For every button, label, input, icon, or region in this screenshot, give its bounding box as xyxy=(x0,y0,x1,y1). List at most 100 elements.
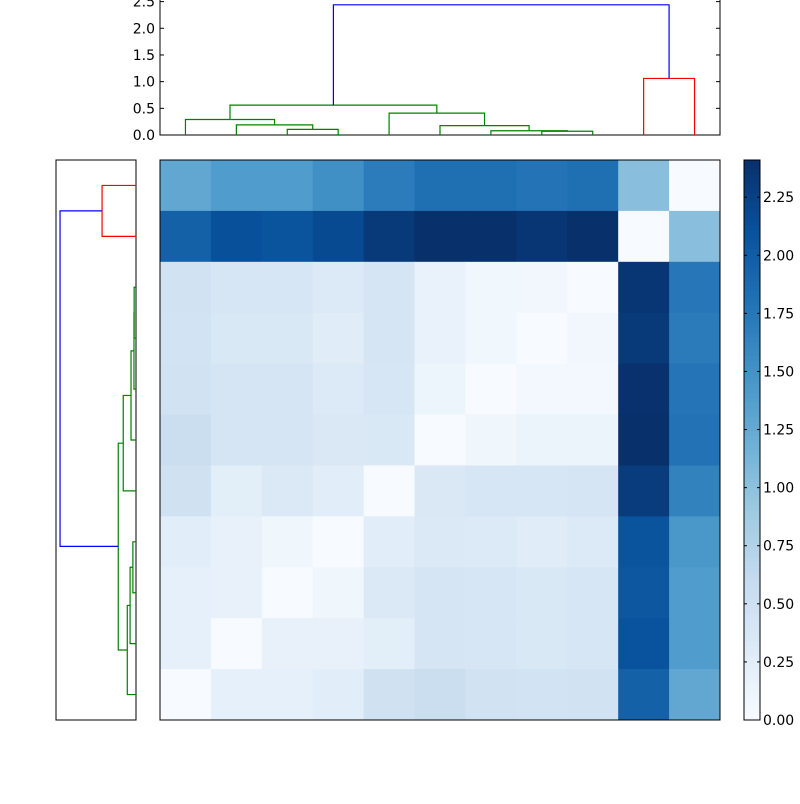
heatmap-cell xyxy=(567,618,619,670)
heatmap-cell xyxy=(160,567,212,619)
colorbar-segment xyxy=(744,612,760,618)
colorbar-segment xyxy=(744,178,760,184)
dendrogram-link xyxy=(59,210,119,548)
heatmap-cell xyxy=(261,414,314,466)
colorbar-segment xyxy=(744,244,760,250)
colorbar-segment xyxy=(744,295,760,301)
heatmap-cell xyxy=(312,363,365,416)
heatmap-cell xyxy=(669,261,721,314)
colorbar-segment xyxy=(744,318,760,324)
heatmap-cell xyxy=(261,210,314,263)
heatmap-cell xyxy=(618,261,670,314)
colorbar-segment xyxy=(744,430,760,436)
colorbar-segment xyxy=(744,696,760,702)
colorbar-segment xyxy=(744,225,760,231)
colorbar-segment xyxy=(744,668,760,674)
heatmap-cell xyxy=(618,516,670,568)
colorbar-segment xyxy=(744,566,760,572)
colorbar-segment xyxy=(744,505,760,511)
colorbar-segment xyxy=(744,192,760,198)
heatmap-cell xyxy=(210,210,263,263)
heatmap-cell xyxy=(516,363,568,416)
heatmap-cell xyxy=(160,261,212,314)
heatmap-cell xyxy=(516,567,568,619)
colorbar-segment xyxy=(744,524,760,530)
colorbar-segment xyxy=(744,458,760,464)
heatmap-cell xyxy=(312,465,365,517)
top-dendrogram-frame xyxy=(159,0,721,136)
colorbar-segment xyxy=(744,384,760,390)
heatmap-cell xyxy=(363,567,416,619)
heatmap-cell xyxy=(567,312,619,365)
colorbar: 0.00 0.25 0.50 0.75 1.00 1.25 1.50 1.75 2.00 2.25 xyxy=(743,159,794,729)
colorbar-segment xyxy=(744,510,760,516)
y-tick-label: 0.5 xyxy=(133,101,155,117)
colorbar-segment xyxy=(744,402,760,408)
heatmap-cell xyxy=(160,669,212,721)
heatmap-cell xyxy=(210,516,263,568)
heatmap-cell xyxy=(261,160,314,212)
left-dendrogram xyxy=(55,159,137,721)
colorbar-segment xyxy=(744,482,760,488)
heatmap-cell xyxy=(618,465,670,517)
heatmap-cell xyxy=(465,312,517,365)
top-dendrogram: 0.0 0.5 1.0 1.5 2.0 2.5 xyxy=(133,0,721,144)
colorbar-segment xyxy=(744,659,760,665)
heatmap-cell xyxy=(363,465,416,517)
colorbar-segment xyxy=(744,687,760,693)
heatmap-cell xyxy=(160,414,212,466)
colorbar-segment xyxy=(744,440,760,446)
heatmap-cell xyxy=(567,210,619,263)
dendrogram-link xyxy=(541,130,594,135)
colorbar-tick-label: 0.75 xyxy=(763,539,794,555)
colorbar-segment xyxy=(744,169,760,175)
colorbar-segment xyxy=(744,379,760,385)
colorbar-segment xyxy=(744,258,760,264)
heatmap-cell xyxy=(160,312,212,365)
colorbar-segment xyxy=(744,267,760,273)
heatmap-cell xyxy=(160,618,212,670)
heatmap-cell xyxy=(312,567,365,619)
colorbar-segment xyxy=(744,230,760,236)
colorbar-segment xyxy=(744,276,760,282)
heatmap-cell xyxy=(618,312,670,365)
colorbar-segment xyxy=(744,220,760,226)
colorbar-segment xyxy=(744,598,760,604)
heatmap-cell xyxy=(210,567,263,619)
colorbar-segment xyxy=(744,374,760,380)
dendrogram-link xyxy=(122,394,136,492)
colorbar-segment xyxy=(744,393,760,399)
heatmap-cell xyxy=(363,261,416,314)
colorbar-segment xyxy=(744,342,760,348)
heatmap-cell xyxy=(567,261,619,314)
colorbar-segment xyxy=(744,253,760,259)
heatmap-cell xyxy=(465,618,517,670)
heatmap-cell xyxy=(160,210,212,263)
heatmap-cell xyxy=(465,465,517,517)
colorbar-segment xyxy=(744,281,760,287)
colorbar-segment xyxy=(744,164,760,170)
heatmap xyxy=(159,159,721,721)
colorbar-segment xyxy=(744,407,760,413)
colorbar-segment xyxy=(744,673,760,679)
heatmap-cell xyxy=(669,210,721,263)
colorbar-segment xyxy=(744,197,760,203)
heatmap-cell xyxy=(312,160,365,212)
colorbar-segment xyxy=(744,472,760,478)
heatmap-cell xyxy=(516,618,568,670)
dendrogram-link xyxy=(101,184,136,237)
colorbar-segment xyxy=(744,202,760,208)
heatmap-cell xyxy=(363,669,416,721)
colorbar-tick-label: 0.25 xyxy=(763,655,794,671)
heatmap-cell xyxy=(516,261,568,314)
heatmap-cell xyxy=(414,567,466,619)
heatmap-cell xyxy=(669,669,721,721)
colorbar-segment xyxy=(744,356,760,362)
colorbar-segment xyxy=(744,370,760,376)
heatmap-cell xyxy=(261,312,314,365)
colorbar-segment xyxy=(744,547,760,553)
heatmap-cell xyxy=(618,160,670,212)
colorbar-segment xyxy=(744,552,760,558)
colorbar-tick-label: 2.25 xyxy=(763,190,794,206)
heatmap-cell xyxy=(567,567,619,619)
